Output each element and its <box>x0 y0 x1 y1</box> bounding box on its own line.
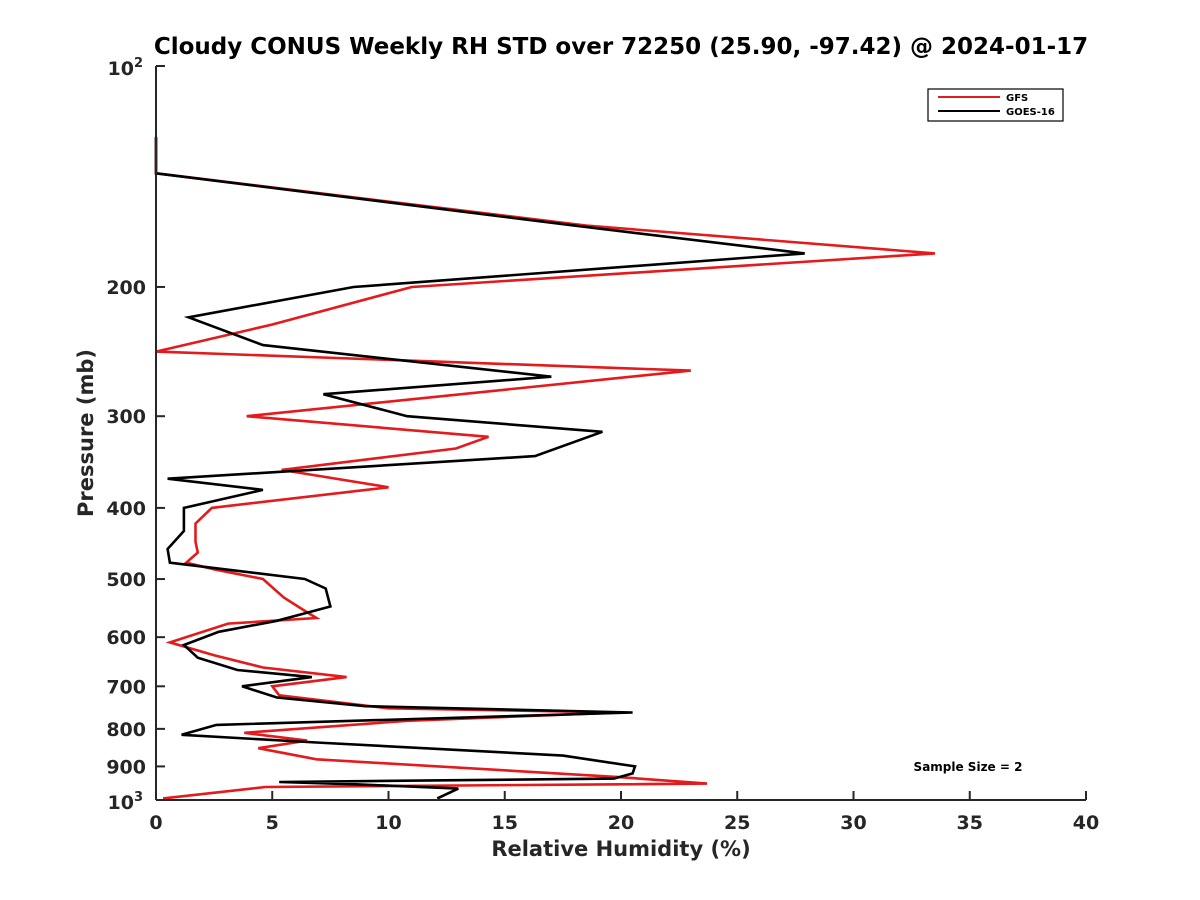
y-tick-label: 400 <box>106 498 146 520</box>
legend-box <box>927 88 1064 122</box>
x-tick-label: 35 <box>957 812 983 834</box>
y-tick-label: 102 <box>108 56 144 80</box>
x-tick-label: 40 <box>1073 812 1099 834</box>
legend-label-gfs: GFS <box>1006 93 1028 104</box>
y-tick-label: 500 <box>106 569 146 591</box>
x-tick-label: 20 <box>608 812 634 834</box>
x-tick-label: 30 <box>840 812 866 834</box>
y-tick-label: 300 <box>106 406 146 428</box>
legend: GFS GOES-16 <box>927 88 1064 122</box>
y-tick-label: 900 <box>106 756 146 778</box>
sample-size-annotation: Sample Size = 2 <box>914 760 1023 774</box>
y-tick-label: 800 <box>106 719 146 741</box>
x-ticks: 0 5 10 15 20 25 30 35 40 <box>149 791 1099 834</box>
y-tick-label: 200 <box>106 277 146 299</box>
series-line-gfs <box>154 137 936 800</box>
series-layer <box>154 137 936 800</box>
x-axis-title: Relative Humidity (%) <box>491 837 750 861</box>
x-tick-label: 15 <box>492 812 518 834</box>
y-ticks: 102 200 300 400 500 600 700 800 900 103 <box>106 56 165 814</box>
x-tick-label: 10 <box>375 812 401 834</box>
y-tick-label: 700 <box>106 676 146 698</box>
legend-label-goes16: GOES-16 <box>1006 107 1055 118</box>
series-line-goes16 <box>154 137 805 800</box>
chart-title: Cloudy CONUS Weekly RH STD over 72250 (2… <box>154 34 1088 60</box>
x-tick-label: 0 <box>149 812 162 834</box>
y-axis-title: Pressure (mb) <box>74 349 98 517</box>
x-tick-label: 5 <box>266 812 279 834</box>
y-tick-label: 600 <box>106 627 146 649</box>
y-tick-label: 103 <box>108 790 144 814</box>
x-tick-label: 25 <box>724 812 750 834</box>
